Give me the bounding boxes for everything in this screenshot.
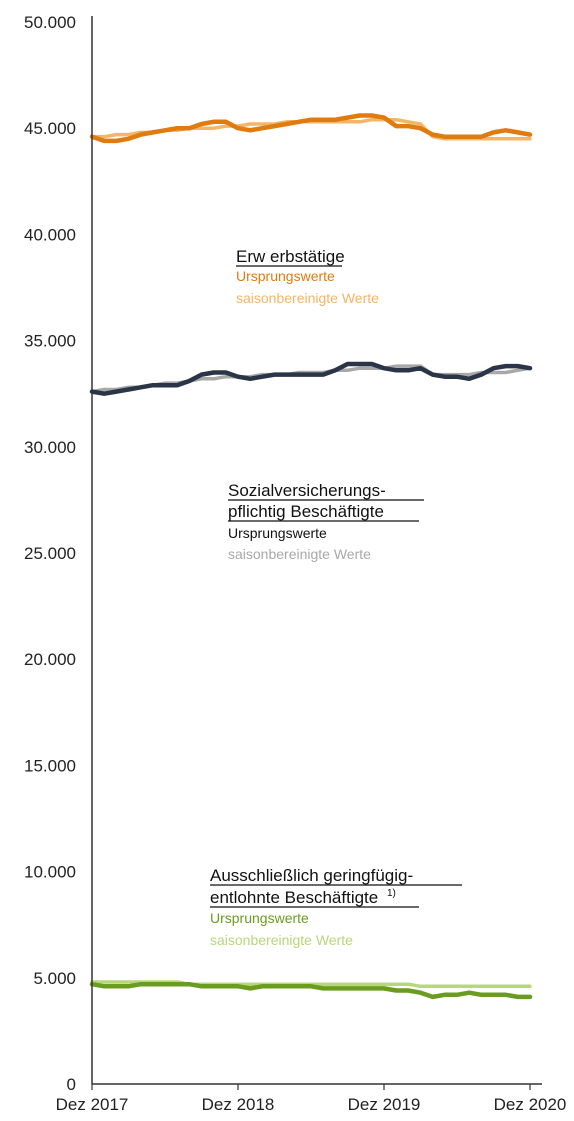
- annotation-title-text: entlohnte Beschäftigte: [210, 888, 378, 907]
- annotation-geringfuegig: Ausschließlich geringfügig- entlohnte Be…: [210, 866, 462, 948]
- series-erwerbstaetige-original: [89, 113, 533, 144]
- x-tick-label: Dez 2017: [56, 1095, 129, 1114]
- x-tick-label: Dez 2018: [202, 1095, 275, 1114]
- y-tick-label: 40.000: [24, 225, 76, 244]
- x-tick-label: Dez 2020: [494, 1095, 567, 1114]
- y-tick-label: 0: [67, 1075, 76, 1094]
- y-tick-label: 30.000: [24, 438, 76, 457]
- y-tick-label: 45.000: [24, 119, 76, 138]
- annotation-title: Erw erbstätige: [236, 247, 345, 266]
- y-tick-label: 10.000: [24, 863, 76, 882]
- annotation-sub-seasonal: saisonbereinigte Werte: [228, 546, 371, 562]
- series-geringfuegig-original: [89, 981, 533, 1000]
- annotation-title-line-1: Ausschließlich geringfügig-: [210, 866, 413, 885]
- annotation-sub-seasonal: saisonbereinigte Werte: [210, 932, 353, 948]
- annotation-title-line-2: pflichtig Beschäftigte: [228, 502, 384, 521]
- series-svb-original: [89, 361, 533, 396]
- annotation-sub-original: Ursprungswerte: [236, 268, 335, 284]
- footnote-marker: 1): [387, 888, 396, 899]
- y-tick-label: 35.000: [24, 332, 76, 351]
- y-tick-label: 25.000: [24, 544, 76, 563]
- series-lines: [89, 113, 533, 1000]
- annotation-sub-original: Ursprungswerte: [228, 525, 327, 541]
- x-axis-ticks: Dez 2017 Dez 2018 Dez 2019 Dez 2020: [56, 1084, 567, 1114]
- y-axis-ticks: 0 5.000 10.000 15.000 20.000 25.000 30.000 35.0…: [24, 13, 76, 1094]
- annotation-title-line-1: Sozialversicherungs-: [228, 481, 386, 500]
- annotation-sub-seasonal: saisonbereinigte Werte: [236, 290, 379, 306]
- y-tick-label: 20.000: [24, 650, 76, 669]
- x-tick-label: Dez 2019: [348, 1095, 421, 1114]
- annotation-svb: Sozialversicherungs- pflichtig Beschäfti…: [228, 481, 424, 562]
- y-tick-label: 50.000: [24, 13, 76, 32]
- y-tick-label: 5.000: [33, 969, 76, 988]
- annotation-erwerbstaetige: Erw erbstätige Ursprungswerte saisonbere…: [236, 247, 379, 306]
- annotation-sub-original: Ursprungswerte: [210, 910, 309, 926]
- y-tick-label: 15.000: [24, 756, 76, 775]
- annotation-title-line-2: entlohnte Beschäftigte 1): [210, 888, 396, 907]
